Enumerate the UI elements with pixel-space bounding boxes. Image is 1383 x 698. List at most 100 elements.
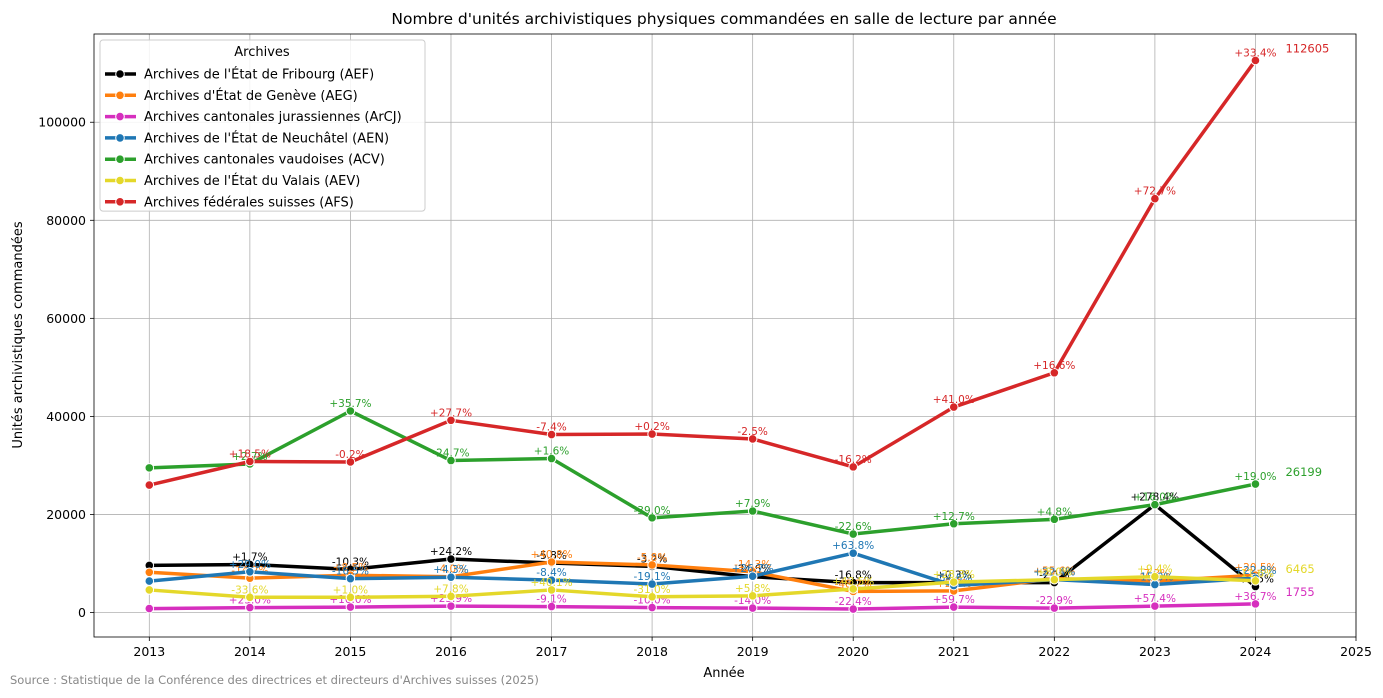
data-point [848, 604, 859, 614]
data-label: +9.4% [1137, 564, 1172, 576]
data-point [1150, 499, 1160, 510]
data-label: +16.6% [1033, 360, 1075, 372]
data-label: -5.8% [536, 550, 566, 562]
data-point [1250, 55, 1261, 66]
data-label: +18.5% [229, 448, 271, 460]
data-point [647, 579, 657, 589]
data-point [546, 557, 557, 567]
data-label: +29.0% [229, 559, 271, 571]
data-point [747, 571, 758, 582]
data-label: -33.6% [231, 584, 268, 596]
data-label: +59.7% [933, 594, 975, 606]
legend-marker [115, 111, 125, 122]
end-value-label: 1755 [1285, 585, 1314, 599]
data-label: -16.2% [835, 454, 872, 466]
data-label: +24.2% [430, 546, 472, 558]
data-label: +1.0% [333, 584, 368, 596]
data-point [647, 429, 657, 439]
legend: Archives Archives de l'État de Fribourg (… [99, 39, 426, 212]
data-label: +4.8% [1037, 506, 1072, 518]
data-point [647, 513, 657, 523]
legend-marker [115, 133, 125, 143]
x-tick-label: 2019 [737, 644, 769, 659]
legend-item: Archives de l'État de Neuchâtel (AEN) [105, 130, 389, 146]
data-label: +55.6% [1033, 566, 1075, 578]
data-point [647, 560, 657, 570]
x-axis-label: Année [703, 666, 744, 681]
data-label: +7.9% [735, 498, 770, 510]
y-axis-label: Unités archivistiques commandées [11, 221, 26, 448]
data-point [546, 453, 557, 464]
legend-label: Archives d'État de Genève (AEG) [144, 88, 358, 104]
data-label: +33.4% [1234, 47, 1276, 59]
data-point [446, 591, 456, 602]
data-point [245, 592, 255, 603]
chart-title: Nombre d'unités archivistiques physiques… [391, 10, 1056, 28]
y-tick-label: 0 [78, 605, 86, 620]
series-5: -33.6% +1.0% +7.8% +40.1% -31.0% +5.8% +43.5% +… [144, 562, 1315, 603]
data-label: +1.6% [534, 446, 569, 458]
data-point [144, 480, 155, 490]
data-point [446, 455, 456, 466]
data-point [1049, 574, 1060, 585]
data-point [848, 548, 859, 558]
data-label: -39.0% [634, 505, 671, 517]
data-label: +19.0% [1234, 471, 1276, 483]
x-tick-label: 2015 [335, 644, 367, 659]
y-tick-label: 40000 [46, 409, 86, 424]
data-label: +35.7% [329, 398, 371, 410]
data-label: -10.3% [332, 556, 369, 568]
series-line [149, 502, 1257, 588]
series-line [149, 574, 1256, 600]
legend-item: Archives cantonales vaudoises (ACV) [105, 153, 385, 168]
data-point [948, 602, 959, 612]
legend-marker [115, 90, 125, 101]
legend-marker [115, 154, 125, 164]
data-label: +8.5% [333, 562, 368, 574]
data-label: -22.4% [835, 596, 872, 608]
series-line [149, 409, 1256, 536]
data-point [848, 529, 859, 539]
data-point [1250, 575, 1261, 586]
data-point [245, 566, 255, 577]
data-label: -31.0% [634, 584, 671, 596]
legend-item: Archives fédérales suisses (AFS) [105, 195, 354, 210]
data-point [747, 506, 758, 516]
x-tick-label: 2021 [938, 644, 970, 659]
data-label: +57.4% [1134, 593, 1176, 605]
series-line [149, 602, 1256, 611]
data-label: -24.7% [432, 448, 469, 460]
data-label: +22.8% [1234, 565, 1276, 577]
data-point [1150, 601, 1160, 611]
data-label: +4.3% [433, 564, 468, 576]
data-point [948, 577, 959, 587]
series-4: +2.7%+35.7%-24.7%+1.6%-39.0%+7.9%-22.6%+… [144, 398, 1322, 539]
data-point [345, 573, 356, 584]
data-label: -4.0% [436, 564, 466, 576]
plot-frame [93, 33, 1357, 638]
x-tick-label: 2023 [1139, 644, 1171, 659]
legend-label: Archives de l'État du Valais (AEV) [144, 173, 360, 189]
data-point [948, 518, 959, 529]
data-label: -3.2% [637, 553, 667, 565]
data-label: +40.8% [530, 549, 572, 561]
data-point [345, 406, 356, 416]
data-point [546, 575, 557, 585]
y-tick-label: 20000 [46, 507, 86, 522]
data-point [345, 602, 356, 612]
data-label: +41.0% [933, 394, 975, 406]
data-label: +63.8% [832, 540, 874, 552]
data-label: +16.0% [1134, 492, 1176, 504]
legend-label: Archives de l'État de Fribourg (AEF) [144, 67, 374, 83]
data-point [747, 591, 758, 601]
data-point [1049, 603, 1060, 613]
x-tick-label: 2020 [837, 644, 869, 659]
data-point [345, 457, 356, 467]
data-point [446, 572, 456, 582]
legend-item: Archives cantonales jurassiennes (ArCJ) [105, 110, 402, 125]
plot-area: 2013 2014 2015 2016 2017 2018 2019 2020 2021 2022… [38, 33, 1372, 659]
data-point [345, 592, 356, 603]
data-label: -9.1% [536, 594, 566, 606]
data-point [144, 576, 155, 586]
data-point [948, 402, 959, 412]
